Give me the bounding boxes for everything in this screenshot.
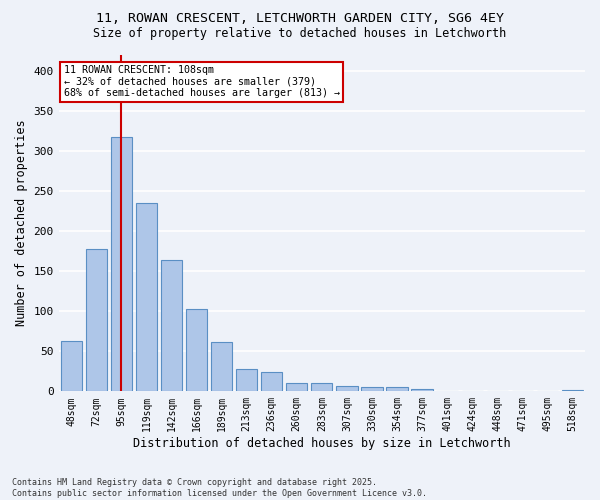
Bar: [512, 390, 533, 392]
Bar: [311, 384, 332, 392]
Text: 11, ROWAN CRESCENT, LETCHWORTH GARDEN CITY, SG6 4EY: 11, ROWAN CRESCENT, LETCHWORTH GARDEN CI…: [96, 12, 504, 26]
Text: 11 ROWAN CRESCENT: 108sqm
← 32% of detached houses are smaller (379)
68% of semi: 11 ROWAN CRESCENT: 108sqm ← 32% of detac…: [64, 65, 340, 98]
Bar: [286, 384, 307, 392]
Bar: [186, 309, 207, 392]
Text: Contains HM Land Registry data © Crown copyright and database right 2025.
Contai: Contains HM Land Registry data © Crown c…: [12, 478, 427, 498]
Bar: [461, 390, 483, 392]
Bar: [136, 203, 157, 392]
Bar: [261, 372, 283, 392]
Bar: [61, 341, 82, 392]
Bar: [562, 390, 583, 392]
X-axis label: Distribution of detached houses by size in Letchworth: Distribution of detached houses by size …: [133, 437, 511, 450]
Bar: [86, 249, 107, 392]
Bar: [436, 390, 458, 392]
Bar: [412, 389, 433, 392]
Y-axis label: Number of detached properties: Number of detached properties: [15, 120, 28, 326]
Bar: [110, 138, 132, 392]
Bar: [161, 260, 182, 392]
Bar: [211, 342, 232, 392]
Bar: [537, 390, 558, 392]
Text: Size of property relative to detached houses in Letchworth: Size of property relative to detached ho…: [94, 28, 506, 40]
Bar: [336, 386, 358, 392]
Bar: [361, 386, 383, 392]
Bar: [386, 388, 407, 392]
Bar: [236, 369, 257, 392]
